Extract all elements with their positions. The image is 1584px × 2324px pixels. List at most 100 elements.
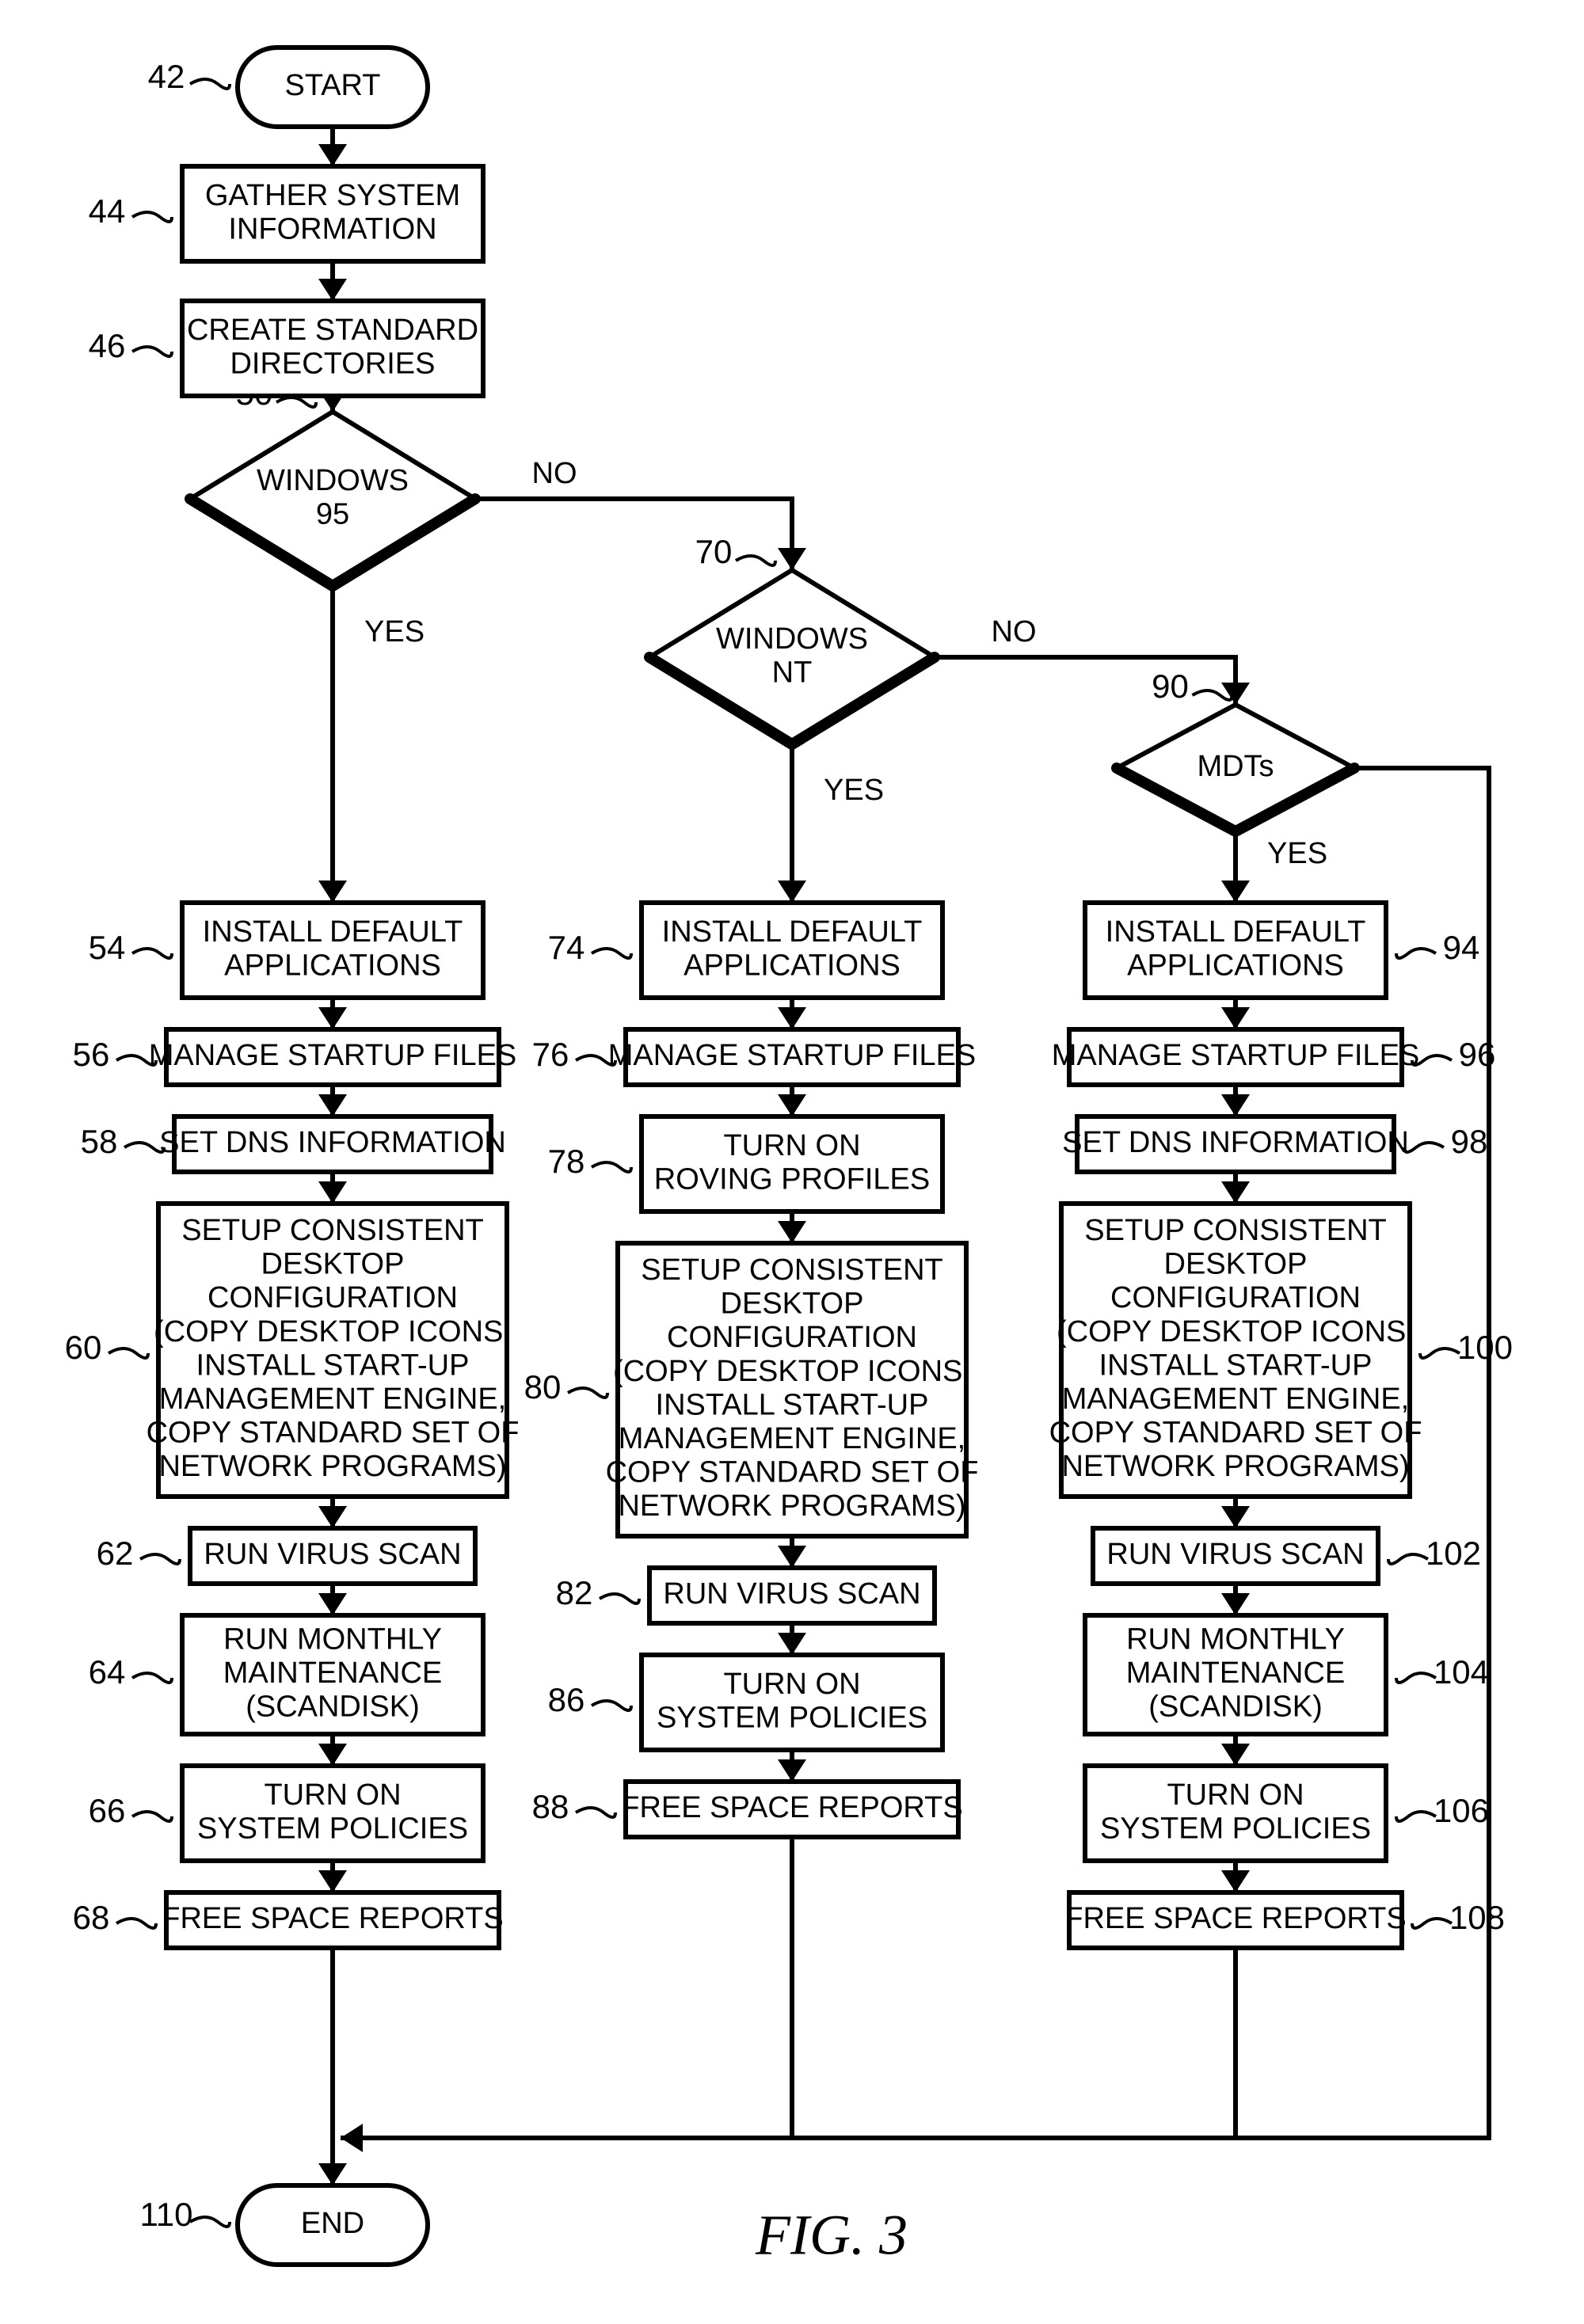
svg-text:FREE SPACE REPORTS: FREE SPACE REPORTS xyxy=(162,1902,503,1935)
svg-text:62: 62 xyxy=(97,1535,134,1572)
svg-text:YES: YES xyxy=(364,615,425,649)
svg-text:YES: YES xyxy=(824,774,884,807)
svg-text:TURN ON: TURN ON xyxy=(723,1668,860,1701)
svg-text:TURN ON: TURN ON xyxy=(723,1129,860,1162)
svg-text:88: 88 xyxy=(532,1788,569,1825)
svg-text:ROVING PROFILES: ROVING PROFILES xyxy=(654,1162,930,1196)
svg-text:CONFIGURATION: CONFIGURATION xyxy=(208,1281,458,1314)
svg-text:98: 98 xyxy=(1451,1123,1488,1160)
svg-text:COPY STANDARD SET OF: COPY STANDARD SET OF xyxy=(147,1416,520,1449)
svg-text:95: 95 xyxy=(316,497,349,531)
svg-text:MDTs: MDTs xyxy=(1197,750,1274,783)
svg-text:94: 94 xyxy=(1443,929,1480,966)
svg-text:SETUP CONSISTENT: SETUP CONSISTENT xyxy=(181,1214,483,1247)
svg-text:80: 80 xyxy=(524,1368,562,1405)
svg-text:90: 90 xyxy=(1152,668,1189,705)
svg-text:106: 106 xyxy=(1434,1792,1489,1829)
svg-text:NETWORK PROGRAMS): NETWORK PROGRAMS) xyxy=(618,1489,965,1523)
svg-text:SYSTEM POLICIES: SYSTEM POLICIES xyxy=(197,1812,468,1845)
svg-text:INSTALL START-UP: INSTALL START-UP xyxy=(1099,1348,1373,1382)
svg-text:DESKTOP: DESKTOP xyxy=(261,1248,405,1281)
svg-text:56: 56 xyxy=(73,1036,110,1073)
svg-text:78: 78 xyxy=(548,1143,585,1180)
svg-text:RUN MONTHLY: RUN MONTHLY xyxy=(223,1622,442,1656)
svg-text:MANAGEMENT ENGINE,: MANAGEMENT ENGINE, xyxy=(159,1383,506,1416)
svg-text:TURN ON: TURN ON xyxy=(1167,1778,1304,1812)
svg-text:46: 46 xyxy=(89,327,126,364)
svg-text:NETWORK PROGRAMS): NETWORK PROGRAMS) xyxy=(158,1450,506,1483)
svg-text:APPLICATIONS: APPLICATIONS xyxy=(1127,949,1344,982)
svg-text:MAINTENANCE: MAINTENANCE xyxy=(1126,1656,1346,1690)
svg-text:TURN ON: TURN ON xyxy=(264,1778,401,1812)
svg-text:NETWORK PROGRAMS): NETWORK PROGRAMS) xyxy=(1061,1450,1409,1483)
svg-text:44: 44 xyxy=(89,192,126,230)
svg-text:INSTALL DEFAULT: INSTALL DEFAULT xyxy=(1106,915,1366,949)
svg-text:MANAGE STARTUP FILES: MANAGE STARTUP FILES xyxy=(149,1039,517,1072)
svg-text:76: 76 xyxy=(532,1036,569,1073)
svg-text:WINDOWS: WINDOWS xyxy=(257,464,409,497)
svg-text:INSTALL START-UP: INSTALL START-UP xyxy=(196,1348,470,1382)
svg-text:MANAGE STARTUP FILES: MANAGE STARTUP FILES xyxy=(1052,1039,1420,1072)
svg-text:COPY STANDARD SET OF: COPY STANDARD SET OF xyxy=(1049,1416,1422,1449)
svg-text:(COPY DESKTOP ICONS,: (COPY DESKTOP ICONS, xyxy=(1057,1315,1415,1348)
svg-text:96: 96 xyxy=(1459,1036,1496,1073)
svg-text:74: 74 xyxy=(548,929,585,966)
svg-text:104: 104 xyxy=(1434,1653,1489,1691)
svg-text:SYSTEM POLICIES: SYSTEM POLICIES xyxy=(1100,1812,1371,1845)
svg-text:60: 60 xyxy=(65,1329,102,1366)
svg-text:102: 102 xyxy=(1426,1535,1481,1572)
svg-text:RUN VIRUS SCAN: RUN VIRUS SCAN xyxy=(663,1577,920,1611)
svg-text:SYSTEM POLICIES: SYSTEM POLICIES xyxy=(657,1701,927,1734)
svg-text:YES: YES xyxy=(1267,837,1327,870)
svg-text:MAINTENANCE: MAINTENANCE xyxy=(223,1656,443,1690)
svg-text:CONFIGURATION: CONFIGURATION xyxy=(667,1321,917,1354)
svg-text:INSTALL DEFAULT: INSTALL DEFAULT xyxy=(203,915,463,949)
svg-text:NO: NO xyxy=(992,615,1037,649)
figure-title: FIG. 3 xyxy=(755,2204,908,2267)
svg-text:INFORMATION: INFORMATION xyxy=(228,212,436,245)
svg-text:64: 64 xyxy=(89,1653,126,1691)
svg-text:WINDOWS: WINDOWS xyxy=(716,622,868,656)
svg-text:CREATE STANDARD: CREATE STANDARD xyxy=(187,314,478,347)
svg-text:SETUP CONSISTENT: SETUP CONSISTENT xyxy=(641,1253,942,1287)
svg-text:SET DNS INFORMATION: SET DNS INFORMATION xyxy=(1062,1126,1409,1159)
svg-text:108: 108 xyxy=(1449,1899,1505,1936)
svg-text:100: 100 xyxy=(1457,1329,1513,1366)
svg-text:42: 42 xyxy=(148,58,185,95)
svg-text:(COPY DESKTOP ICONS,: (COPY DESKTOP ICONS, xyxy=(154,1315,512,1348)
svg-text:(SCANDISK): (SCANDISK) xyxy=(246,1691,420,1724)
svg-text:70: 70 xyxy=(695,533,733,570)
svg-text:MANAGE STARTUP FILES: MANAGE STARTUP FILES xyxy=(608,1039,977,1072)
svg-text:(COPY DESKTOP ICONS,: (COPY DESKTOP ICONS, xyxy=(613,1355,971,1388)
svg-text:82: 82 xyxy=(556,1574,593,1611)
svg-text:END: END xyxy=(301,2207,364,2240)
svg-text:DESKTOP: DESKTOP xyxy=(1164,1248,1308,1281)
svg-text:FREE SPACE REPORTS: FREE SPACE REPORTS xyxy=(621,1791,962,1824)
svg-text:(SCANDISK): (SCANDISK) xyxy=(1148,1691,1323,1724)
svg-text:FREE SPACE REPORTS: FREE SPACE REPORTS xyxy=(1064,1902,1406,1935)
svg-text:SETUP CONSISTENT: SETUP CONSISTENT xyxy=(1084,1214,1386,1247)
svg-text:INSTALL START-UP: INSTALL START-UP xyxy=(656,1388,929,1421)
svg-text:CONFIGURATION: CONFIGURATION xyxy=(1110,1281,1361,1314)
svg-text:DIRECTORIES: DIRECTORIES xyxy=(230,347,435,380)
svg-text:NT: NT xyxy=(772,656,813,689)
svg-text:START: START xyxy=(284,69,380,102)
svg-text:MANAGEMENT ENGINE,: MANAGEMENT ENGINE, xyxy=(1062,1383,1409,1416)
svg-text:GATHER SYSTEM: GATHER SYSTEM xyxy=(205,179,460,212)
svg-text:RUN MONTHLY: RUN MONTHLY xyxy=(1126,1622,1345,1656)
svg-text:SET DNS INFORMATION: SET DNS INFORMATION xyxy=(159,1126,506,1159)
svg-text:COPY STANDARD SET OF: COPY STANDARD SET OF xyxy=(606,1455,979,1489)
svg-text:RUN VIRUS SCAN: RUN VIRUS SCAN xyxy=(204,1538,461,1571)
svg-text:NO: NO xyxy=(532,457,577,490)
svg-text:66: 66 xyxy=(89,1792,126,1829)
svg-text:RUN VIRUS SCAN: RUN VIRUS SCAN xyxy=(1106,1538,1364,1571)
svg-text:MANAGEMENT ENGINE,: MANAGEMENT ENGINE, xyxy=(619,1422,965,1455)
svg-text:INSTALL DEFAULT: INSTALL DEFAULT xyxy=(662,915,923,949)
svg-text:110: 110 xyxy=(140,2196,193,2233)
svg-text:54: 54 xyxy=(89,929,126,966)
svg-text:68: 68 xyxy=(73,1899,110,1936)
svg-text:DESKTOP: DESKTOP xyxy=(721,1288,864,1321)
svg-text:APPLICATIONS: APPLICATIONS xyxy=(683,949,901,982)
svg-text:APPLICATIONS: APPLICATIONS xyxy=(224,949,441,982)
svg-text:86: 86 xyxy=(548,1681,585,1718)
